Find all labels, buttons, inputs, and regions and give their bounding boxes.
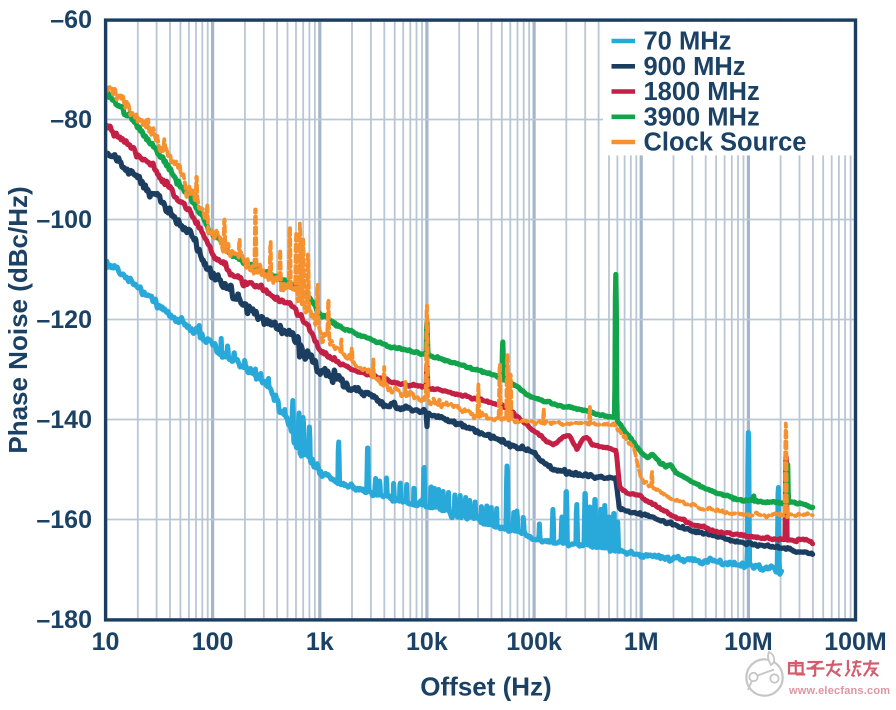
svg-text:–180: –180 bbox=[36, 606, 92, 634]
svg-text:100: 100 bbox=[192, 628, 234, 656]
svg-text:10: 10 bbox=[92, 628, 120, 656]
svg-text:Offset (Hz): Offset (Hz) bbox=[420, 672, 551, 702]
svg-text:–60: –60 bbox=[50, 6, 92, 34]
svg-text:10M: 10M bbox=[724, 628, 773, 656]
svg-text:10k: 10k bbox=[406, 628, 448, 656]
svg-text:1M: 1M bbox=[624, 628, 659, 656]
svg-text:–160: –160 bbox=[36, 506, 92, 534]
svg-text:70 MHz: 70 MHz bbox=[644, 28, 732, 56]
svg-text:100k: 100k bbox=[506, 628, 562, 656]
svg-text:1k: 1k bbox=[306, 628, 334, 656]
svg-text:1800 MHz: 1800 MHz bbox=[644, 78, 760, 106]
svg-text:Phase Noise (dBc/Hz): Phase Noise (dBc/Hz) bbox=[3, 186, 33, 453]
svg-text:3900 MHz: 3900 MHz bbox=[644, 103, 760, 131]
svg-text:900 MHz: 900 MHz bbox=[644, 53, 746, 81]
svg-text:–120: –120 bbox=[36, 306, 92, 334]
svg-text:www.elecfans.com: www.elecfans.com bbox=[788, 685, 890, 697]
svg-text:Clock Source: Clock Source bbox=[644, 129, 807, 157]
svg-text:–80: –80 bbox=[50, 106, 92, 134]
svg-text:–100: –100 bbox=[36, 206, 92, 234]
svg-text:100M: 100M bbox=[824, 628, 887, 656]
svg-text:–140: –140 bbox=[36, 406, 92, 434]
